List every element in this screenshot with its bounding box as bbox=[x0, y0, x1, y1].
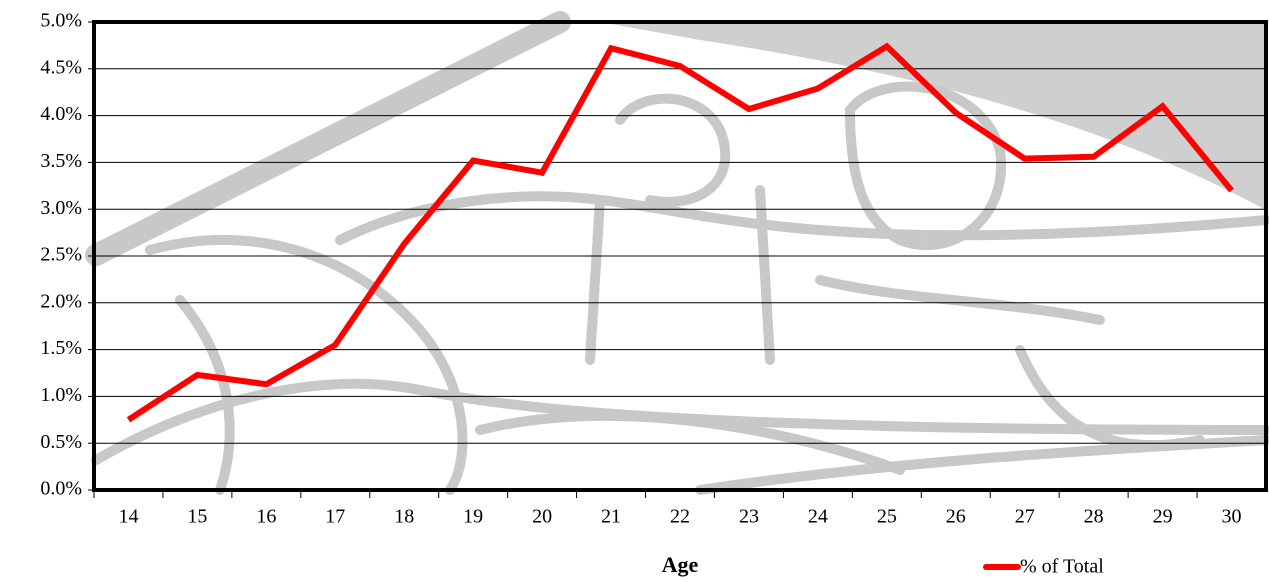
y-tick-label: 4.5% bbox=[40, 56, 82, 78]
x-tick-label: 24 bbox=[808, 506, 828, 528]
x-tick-label: 29 bbox=[1153, 506, 1173, 528]
y-tick-label: 5.0% bbox=[40, 10, 82, 32]
x-tick-label: 20 bbox=[532, 506, 552, 528]
y-tick-label: 0.5% bbox=[40, 431, 82, 453]
x-tick-label: 23 bbox=[739, 506, 759, 528]
x-tick-label: 18 bbox=[394, 506, 414, 528]
x-tick-label: 19 bbox=[463, 506, 483, 528]
y-tick-label: 2.5% bbox=[40, 244, 82, 266]
x-tick-label: 28 bbox=[1084, 506, 1104, 528]
plot bbox=[126, 42, 1234, 423]
y-tick-label: 1.5% bbox=[40, 337, 82, 359]
x-tick-label: 16 bbox=[256, 506, 276, 528]
x-tick-label: 25 bbox=[877, 506, 897, 528]
x-tick-label: 22 bbox=[670, 506, 690, 528]
x-tick-label: 27 bbox=[1015, 506, 1035, 528]
y-tick-label: 4.0% bbox=[40, 103, 82, 125]
y-tick-label: 3.5% bbox=[40, 150, 82, 172]
x-tick-label: 26 bbox=[946, 506, 966, 528]
x-tick-label: 21 bbox=[601, 506, 621, 528]
x-axis-title: Age bbox=[662, 552, 699, 577]
x-tick-label: 14 bbox=[118, 506, 138, 528]
x-tick-label: 17 bbox=[325, 506, 345, 528]
x-tick-label: 30 bbox=[1222, 506, 1242, 528]
legend-label: % of Total bbox=[1020, 556, 1104, 578]
y-tick-label: 1.0% bbox=[40, 384, 82, 406]
plot-frame bbox=[92, 20, 1268, 492]
x-tick-label: 15 bbox=[187, 506, 207, 528]
legend: % of Total bbox=[983, 556, 1104, 578]
y-tick-label: 0.0% bbox=[40, 478, 82, 500]
y-tick-label: 2.0% bbox=[40, 290, 82, 312]
series-line bbox=[126, 42, 1234, 423]
y-tick-label: 3.0% bbox=[40, 197, 82, 219]
